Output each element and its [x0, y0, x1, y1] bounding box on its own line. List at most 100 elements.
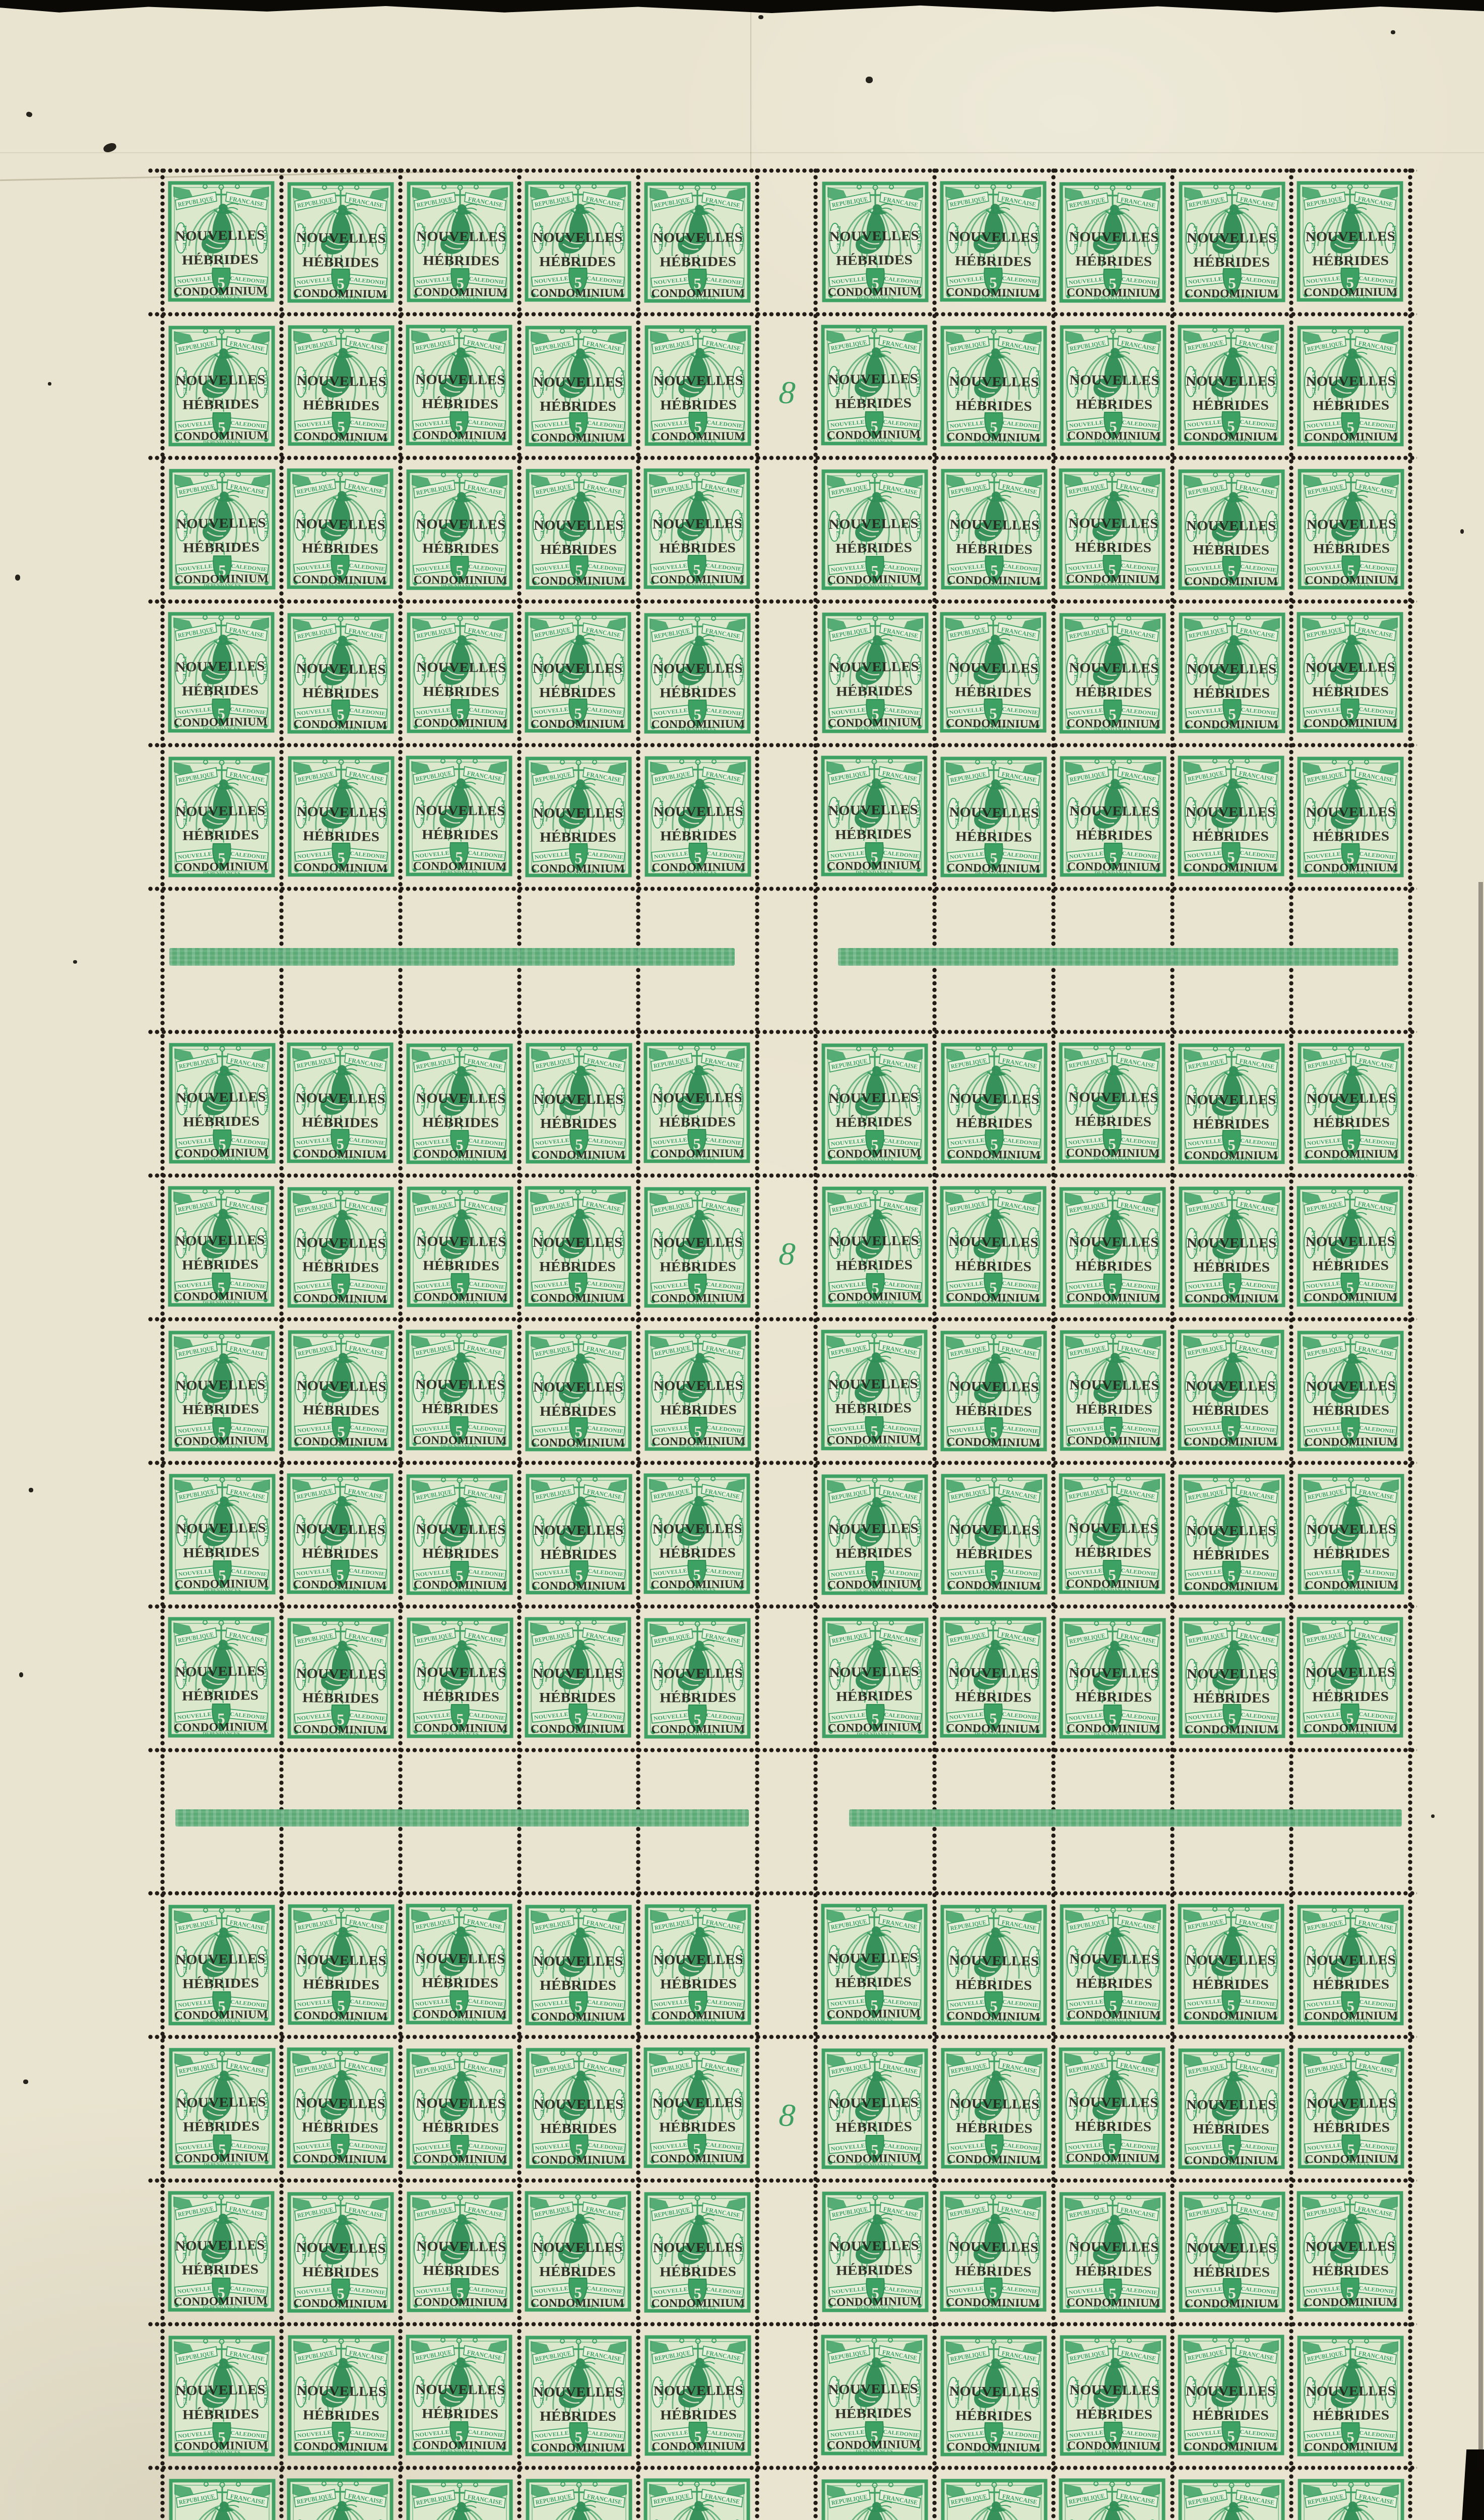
overprint-line-3: CONDOMINIUM [174, 2439, 269, 2452]
stamp-artwork: REPUBLIQUE FRANCAISE POSTES POSTES NOUVE… [407, 2191, 513, 2312]
stamp-side-label: POSTES [1273, 1231, 1279, 1256]
stamp-overprint: NOUVELLES HÉBRIDES CONDOMINIUM [294, 804, 388, 874]
stamp: REPUBLIQUE FRANCAISE POSTES POSTES NOUVE… [1178, 325, 1284, 446]
stamp-side-label: POSTES [1154, 1948, 1160, 1974]
stamp-cell: REPUBLIQUE FRANCAISE POSTES POSTES NOUVE… [405, 1042, 514, 1166]
stamp: REPUBLIQUE FRANCAISE POSTES POSTES NOUVE… [1297, 326, 1404, 447]
stamp-overprint: NOUVELLES HÉBRIDES CONDOMINIUM [947, 1091, 1041, 1161]
stamp-side-label: POSTES [263, 1375, 269, 1400]
stamp-side-label: POSTES [1272, 800, 1278, 825]
stamp-artwork: REPUBLIQUE FRANCAISE POSTES POSTES NOUVE… [1297, 757, 1404, 877]
stamp-cell: REPUBLIQUE FRANCAISE POSTES POSTES NOUVE… [524, 2189, 632, 2313]
kagu-bird [202, 2214, 233, 2263]
stamp-overprint: NOUVELLES HÉBRIDES CONDOMINIUM [293, 2240, 388, 2310]
kagu-bird [1212, 492, 1244, 542]
stamp-side-label: POSTES [1034, 1230, 1040, 1255]
stamp: REPUBLIQUE FRANCAISE POSTES POSTES NOUVE… [644, 613, 751, 734]
perforation-line-horizontal [147, 2465, 1417, 2471]
stamp-dependances-label: DEPENDANCES [203, 2305, 240, 2310]
stamp-dependances-label: DEPENDANCES [1332, 2162, 1370, 2167]
overprint-line-2: HÉBRIDES [302, 1545, 378, 1561]
stamp-side-label: POSTES [1073, 2379, 1079, 2405]
kagu-bird [202, 1927, 234, 1977]
stamp: REPUBLIQUE FRANCAISE POSTES POSTES NOUVE… [1060, 2335, 1167, 2456]
stamp: REPUBLIQUE FRANCAISE POSTES POSTES NOUVE… [940, 326, 1047, 447]
stamp-side-label: POSTES [1310, 1230, 1316, 1255]
stamp-artwork: REPUBLIQUE FRANCAISE POSTES POSTES NOUVE… [821, 2048, 928, 2169]
overprint-line-1: NOUVELLES [949, 2383, 1039, 2400]
kagu-bird [320, 1065, 352, 1115]
stamp-side-label: POSTES [182, 513, 188, 538]
stamp-side-label: POSTES [1391, 801, 1397, 826]
stamp-dependances-label: DEPENDANCES [1094, 2306, 1131, 2311]
stamp-overprint: NOUVELLES HÉBRIDES CONDOMINIUM [293, 1666, 388, 1736]
stamp-side-label: POSTES [301, 369, 307, 395]
stamp: REPUBLIQUE FRANCAISE POSTES POSTES NOUVE… [287, 182, 394, 303]
stamp-overprint: NOUVELLES HÉBRIDES CONDOMINIUM [1066, 1520, 1160, 1590]
stamp-artwork: REPUBLIQUE FRANCAISE POSTES POSTES NOUVE… [1178, 2479, 1285, 2520]
stamp-cell: REPUBLIQUE FRANCAISE POSTES POSTES NOUVE… [1177, 468, 1286, 592]
stamp-dependances-label: DEPENDANCES [857, 727, 894, 732]
overprint-line-2: HÉBRIDES [1313, 2120, 1390, 2135]
stamp-side-label: POSTES [1311, 1949, 1317, 1974]
stamp-denomination: 5 [455, 1422, 463, 1440]
stamp-artwork: REPUBLIQUE FRANCAISE POSTES POSTES NOUVE… [288, 756, 395, 877]
kagu-bird [321, 1927, 353, 1977]
stamp-cell: REPUBLIQUE FRANCAISE POSTES POSTES NOUVE… [1296, 179, 1404, 303]
stamp: REPUBLIQUE FRANCAISE POSTES POSTES NOUVE… [1297, 1186, 1403, 1307]
stamp-overprint: NOUVELLES HÉBRIDES CONDOMINIUM [414, 2095, 507, 2165]
stamp-side-label: POSTES [1153, 2092, 1159, 2117]
stamp-cell: REPUBLIQUE FRANCAISE POSTES POSTES NOUVE… [1058, 2046, 1167, 2170]
stamp: REPUBLIQUE FRANCAISE POSTES POSTES NOUVE… [644, 1187, 751, 1308]
stamp-artwork: REPUBLIQUE FRANCAISE POSTES POSTES NOUVE… [643, 1042, 750, 1163]
overprint-line-3: CONDOMINIUM [1066, 572, 1160, 585]
stamp-cell: REPUBLIQUE FRANCAISE POSTES POSTES NOUVE… [405, 323, 513, 447]
overprint-line-1: NOUVELLES [295, 1090, 385, 1106]
stamp-cell: REPUBLIQUE FRANCAISE POSTES POSTES NOUVE… [939, 1184, 1048, 1308]
kagu-bird [202, 1353, 234, 1403]
stamp-artwork: REPUBLIQUE FRANCAISE POSTES POSTES NOUVE… [941, 2048, 1048, 2169]
stamp-artwork: REPUBLIQUE FRANCAISE POSTES POSTES NOUVE… [1178, 2335, 1284, 2455]
stamp-side-label: POSTES [501, 226, 507, 251]
stamp-overprint: NOUVELLES HÉBRIDES CONDOMINIUM [1304, 1952, 1398, 2022]
stamp-artwork: REPUBLIQUE FRANCAISE POSTES POSTES NOUVE… [406, 2335, 512, 2455]
stamp-cell: REPUBLIQUE FRANCAISE POSTES POSTES NOUVE… [167, 755, 276, 879]
overprint-line-1: NOUVELLES [176, 1520, 266, 1536]
stamp-overprint: NOUVELLES HÉBRIDES CONDOMINIUM [413, 1376, 507, 1446]
overprint-line-3: CONDOMINIUM [1304, 430, 1398, 443]
stamp-artwork: REPUBLIQUE FRANCAISE POSTES POSTES NOUVE… [1179, 1617, 1285, 1738]
stamp-dependances-label: DEPENDANCES [1094, 439, 1132, 445]
overprint-line-3: CONDOMINIUM [1067, 860, 1161, 873]
stamp-artwork: REPUBLIQUE FRANCAISE POSTES POSTES NOUVE… [822, 1186, 929, 1307]
stamp-cell: REPUBLIQUE FRANCAISE POSTES POSTES NOUVE… [167, 1184, 276, 1308]
perforation-line-vertical [516, 167, 523, 2520]
stamp-artwork: REPUBLIQUE FRANCAISE POSTES POSTES NOUVE… [168, 1186, 275, 1307]
overprint-line-3: CONDOMINIUM [532, 1580, 625, 1592]
kagu-bird [678, 205, 709, 255]
stamp-artwork: REPUBLIQUE FRANCAISE POSTES POSTES NOUVE… [940, 1905, 1047, 2026]
stamp-overprint: NOUVELLES HÉBRIDES CONDOMINIUM [531, 230, 624, 299]
stamp-dependances-label: DEPENDANCES [1331, 1731, 1369, 1736]
ink-speck [1431, 1814, 1435, 1818]
stamp-denomination: 5 [336, 2140, 344, 2158]
kagu-bird [439, 1352, 471, 1402]
overprint-line-3: CONDOMINIUM [293, 2297, 388, 2310]
stamp: REPUBLIQUE FRANCAISE POSTES POSTES NOUVE… [168, 2191, 275, 2312]
stamp-side-label: POSTES [1073, 1662, 1079, 1687]
stamp-denomination: 5 [990, 1423, 998, 1441]
stamp-overprint: NOUVELLES HÉBRIDES CONDOMINIUM [651, 2095, 744, 2165]
stamp-dependances-label: DEPENDANCES [679, 727, 716, 732]
stamp-side-label: POSTES [1035, 1949, 1041, 1974]
overprint-line-3: CONDOMINIUM [1304, 1721, 1397, 1734]
stamp-cell: REPUBLIQUE FRANCAISE POSTES POSTES NOUVE… [287, 754, 396, 878]
stamp-cell: REPUBLIQUE FRANCAISE POSTES POSTES NOUVE… [642, 2477, 751, 2520]
stamp-side-label: POSTES [916, 226, 922, 251]
overprint-line-3: CONDOMINIUM [827, 2007, 921, 2021]
kagu-bird [1330, 1640, 1362, 1689]
stamp-dependances-label: DEPENDANCES [1332, 1445, 1369, 1450]
stamp-side-label: POSTES [738, 2236, 744, 2261]
stamp: REPUBLIQUE FRANCAISE POSTES POSTES NOUVE… [406, 1904, 512, 2025]
stamp-overprint: NOUVELLES HÉBRIDES CONDOMINIUM [294, 373, 388, 444]
stamp-side-label: POSTES [916, 657, 922, 682]
stamp: REPUBLIQUE FRANCAISE POSTES POSTES NOUVE… [1297, 757, 1404, 877]
